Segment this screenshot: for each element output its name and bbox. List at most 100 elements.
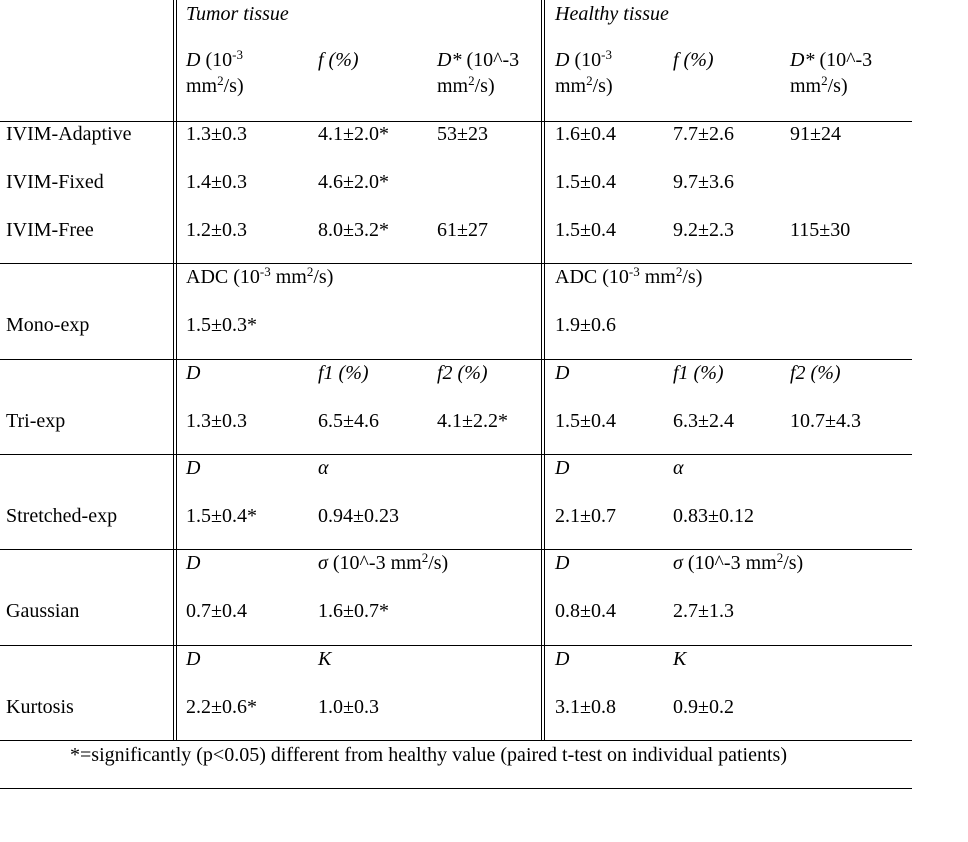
- data-cell: 1.3±0.3: [186, 123, 247, 145]
- text-run: ADC (10: [186, 266, 260, 288]
- row-rule: [0, 788, 912, 789]
- data-cell: 6.3±2.4: [673, 410, 734, 432]
- column-header: D: [555, 360, 569, 386]
- text-run: mm: [270, 266, 307, 288]
- text-run: /s): [428, 552, 449, 574]
- row-label: IVIM-Fixed: [6, 171, 104, 193]
- data-cell: 1.5±0.4: [555, 410, 616, 432]
- data-cell: 4.1±2.0*: [318, 123, 389, 145]
- column-header: D (10-3 mm2/s): [555, 47, 667, 99]
- column-header: f1 (%): [318, 360, 369, 386]
- text-run: 2: [306, 264, 314, 279]
- text-run: D: [186, 648, 201, 670]
- group-title: Tumor tissue: [186, 3, 289, 25]
- text-run: D: [555, 49, 570, 71]
- row-label: Gaussian: [6, 600, 80, 622]
- text-run: /s): [827, 75, 848, 97]
- column-header: K: [673, 646, 686, 672]
- text-run: 2: [586, 73, 593, 88]
- row-rule: [0, 645, 912, 646]
- text-run: D: [186, 49, 201, 71]
- row-label: IVIM-Adaptive: [6, 123, 132, 145]
- text-run: /s): [783, 552, 804, 574]
- data-cell: 2.2±0.6*: [186, 696, 257, 718]
- text-run: D: [186, 457, 201, 479]
- column-header: α: [318, 455, 329, 481]
- column-header: α: [673, 455, 684, 481]
- column-header: f (%): [318, 47, 430, 73]
- text-run: D: [555, 362, 570, 384]
- text-run: D*: [437, 49, 462, 71]
- data-cell: 1.2±0.3: [186, 219, 247, 241]
- column-header: D: [186, 646, 200, 672]
- data-cell: 7.7±2.6: [673, 123, 734, 145]
- column-header: D: [555, 550, 569, 576]
- row-label: Mono-exp: [6, 314, 90, 336]
- data-cell: 0.7±0.4: [186, 600, 247, 622]
- data-cell: 2.1±0.7: [555, 505, 616, 527]
- column-rule: [176, 0, 177, 740]
- text-run: -3: [232, 47, 243, 62]
- data-cell: 1.5±0.4: [555, 171, 616, 193]
- text-run: /s): [474, 75, 495, 97]
- data-cell: 115±30: [790, 219, 851, 241]
- data-cell: 53±23: [437, 123, 488, 145]
- data-cell: 0.9±0.2: [673, 696, 734, 718]
- column-header: D (10-3 mm2/s): [186, 47, 298, 99]
- data-cell: 6.5±4.6: [318, 410, 379, 432]
- text-run: D: [555, 648, 570, 670]
- column-header: ADC (10-3 mm2/s): [555, 264, 702, 290]
- text-run: D: [555, 552, 570, 574]
- text-run: (10: [569, 49, 602, 71]
- text-run: D: [186, 362, 201, 384]
- column-header: σ (10^-3 mm2/s): [673, 550, 803, 576]
- data-cell: 1.0±0.3: [318, 696, 379, 718]
- column-header: D* (10^-3 mm2/s): [790, 47, 902, 99]
- text-run: D: [555, 457, 570, 479]
- text-run: /s): [592, 75, 613, 97]
- data-cell: 1.5±0.4*: [186, 505, 257, 527]
- footnote: *=significantly (p<0.05) different from …: [70, 744, 787, 766]
- data-cell: 4.1±2.2*: [437, 410, 508, 432]
- column-header: K: [318, 646, 331, 672]
- data-cell: 3.1±0.8: [555, 696, 616, 718]
- data-cell: 0.8±0.4: [555, 600, 616, 622]
- text-run: ADC (10: [555, 266, 629, 288]
- data-cell: 8.0±3.2*: [318, 219, 389, 241]
- text-run: σ: [318, 552, 328, 574]
- text-run: mm: [555, 75, 587, 97]
- column-header: D: [186, 360, 200, 386]
- row-rule: [0, 549, 912, 550]
- row-rule: [0, 121, 912, 122]
- text-run: 2: [217, 73, 224, 88]
- text-run: (10^-3 mm: [790, 49, 873, 97]
- text-run: f1 (%): [318, 362, 369, 384]
- text-run: -3: [259, 264, 271, 279]
- text-run: D*: [790, 49, 815, 71]
- text-run: D: [186, 552, 201, 574]
- row-rule: [0, 454, 912, 455]
- data-cell: 1.6±0.4: [555, 123, 616, 145]
- data-cell: 1.9±0.6: [555, 314, 616, 336]
- text-run: (10^-3 mm: [327, 552, 422, 574]
- text-run: f1 (%): [673, 362, 724, 384]
- text-run: f2 (%): [790, 362, 841, 384]
- data-cell: 9.2±2.3: [673, 219, 734, 241]
- column-header: D* (10^-3 mm2/s): [437, 47, 549, 99]
- data-cell: 10.7±4.3: [790, 410, 861, 432]
- data-cell: 1.4±0.3: [186, 171, 247, 193]
- text-run: -3: [628, 264, 640, 279]
- text-run: K: [318, 648, 332, 670]
- column-header: σ (10^-3 mm2/s): [318, 550, 448, 576]
- text-run: 2: [776, 550, 784, 565]
- column-header: D: [186, 550, 200, 576]
- text-run: -3: [601, 47, 612, 62]
- column-rule: [541, 0, 542, 740]
- data-cell: 2.7±1.3: [673, 600, 734, 622]
- text-run: 2: [675, 264, 683, 279]
- row-rule: [0, 359, 912, 360]
- text-run: σ: [673, 552, 683, 574]
- row-label: Tri-exp: [6, 410, 66, 432]
- text-run: f2 (%): [437, 362, 488, 384]
- column-header: f (%): [673, 47, 785, 73]
